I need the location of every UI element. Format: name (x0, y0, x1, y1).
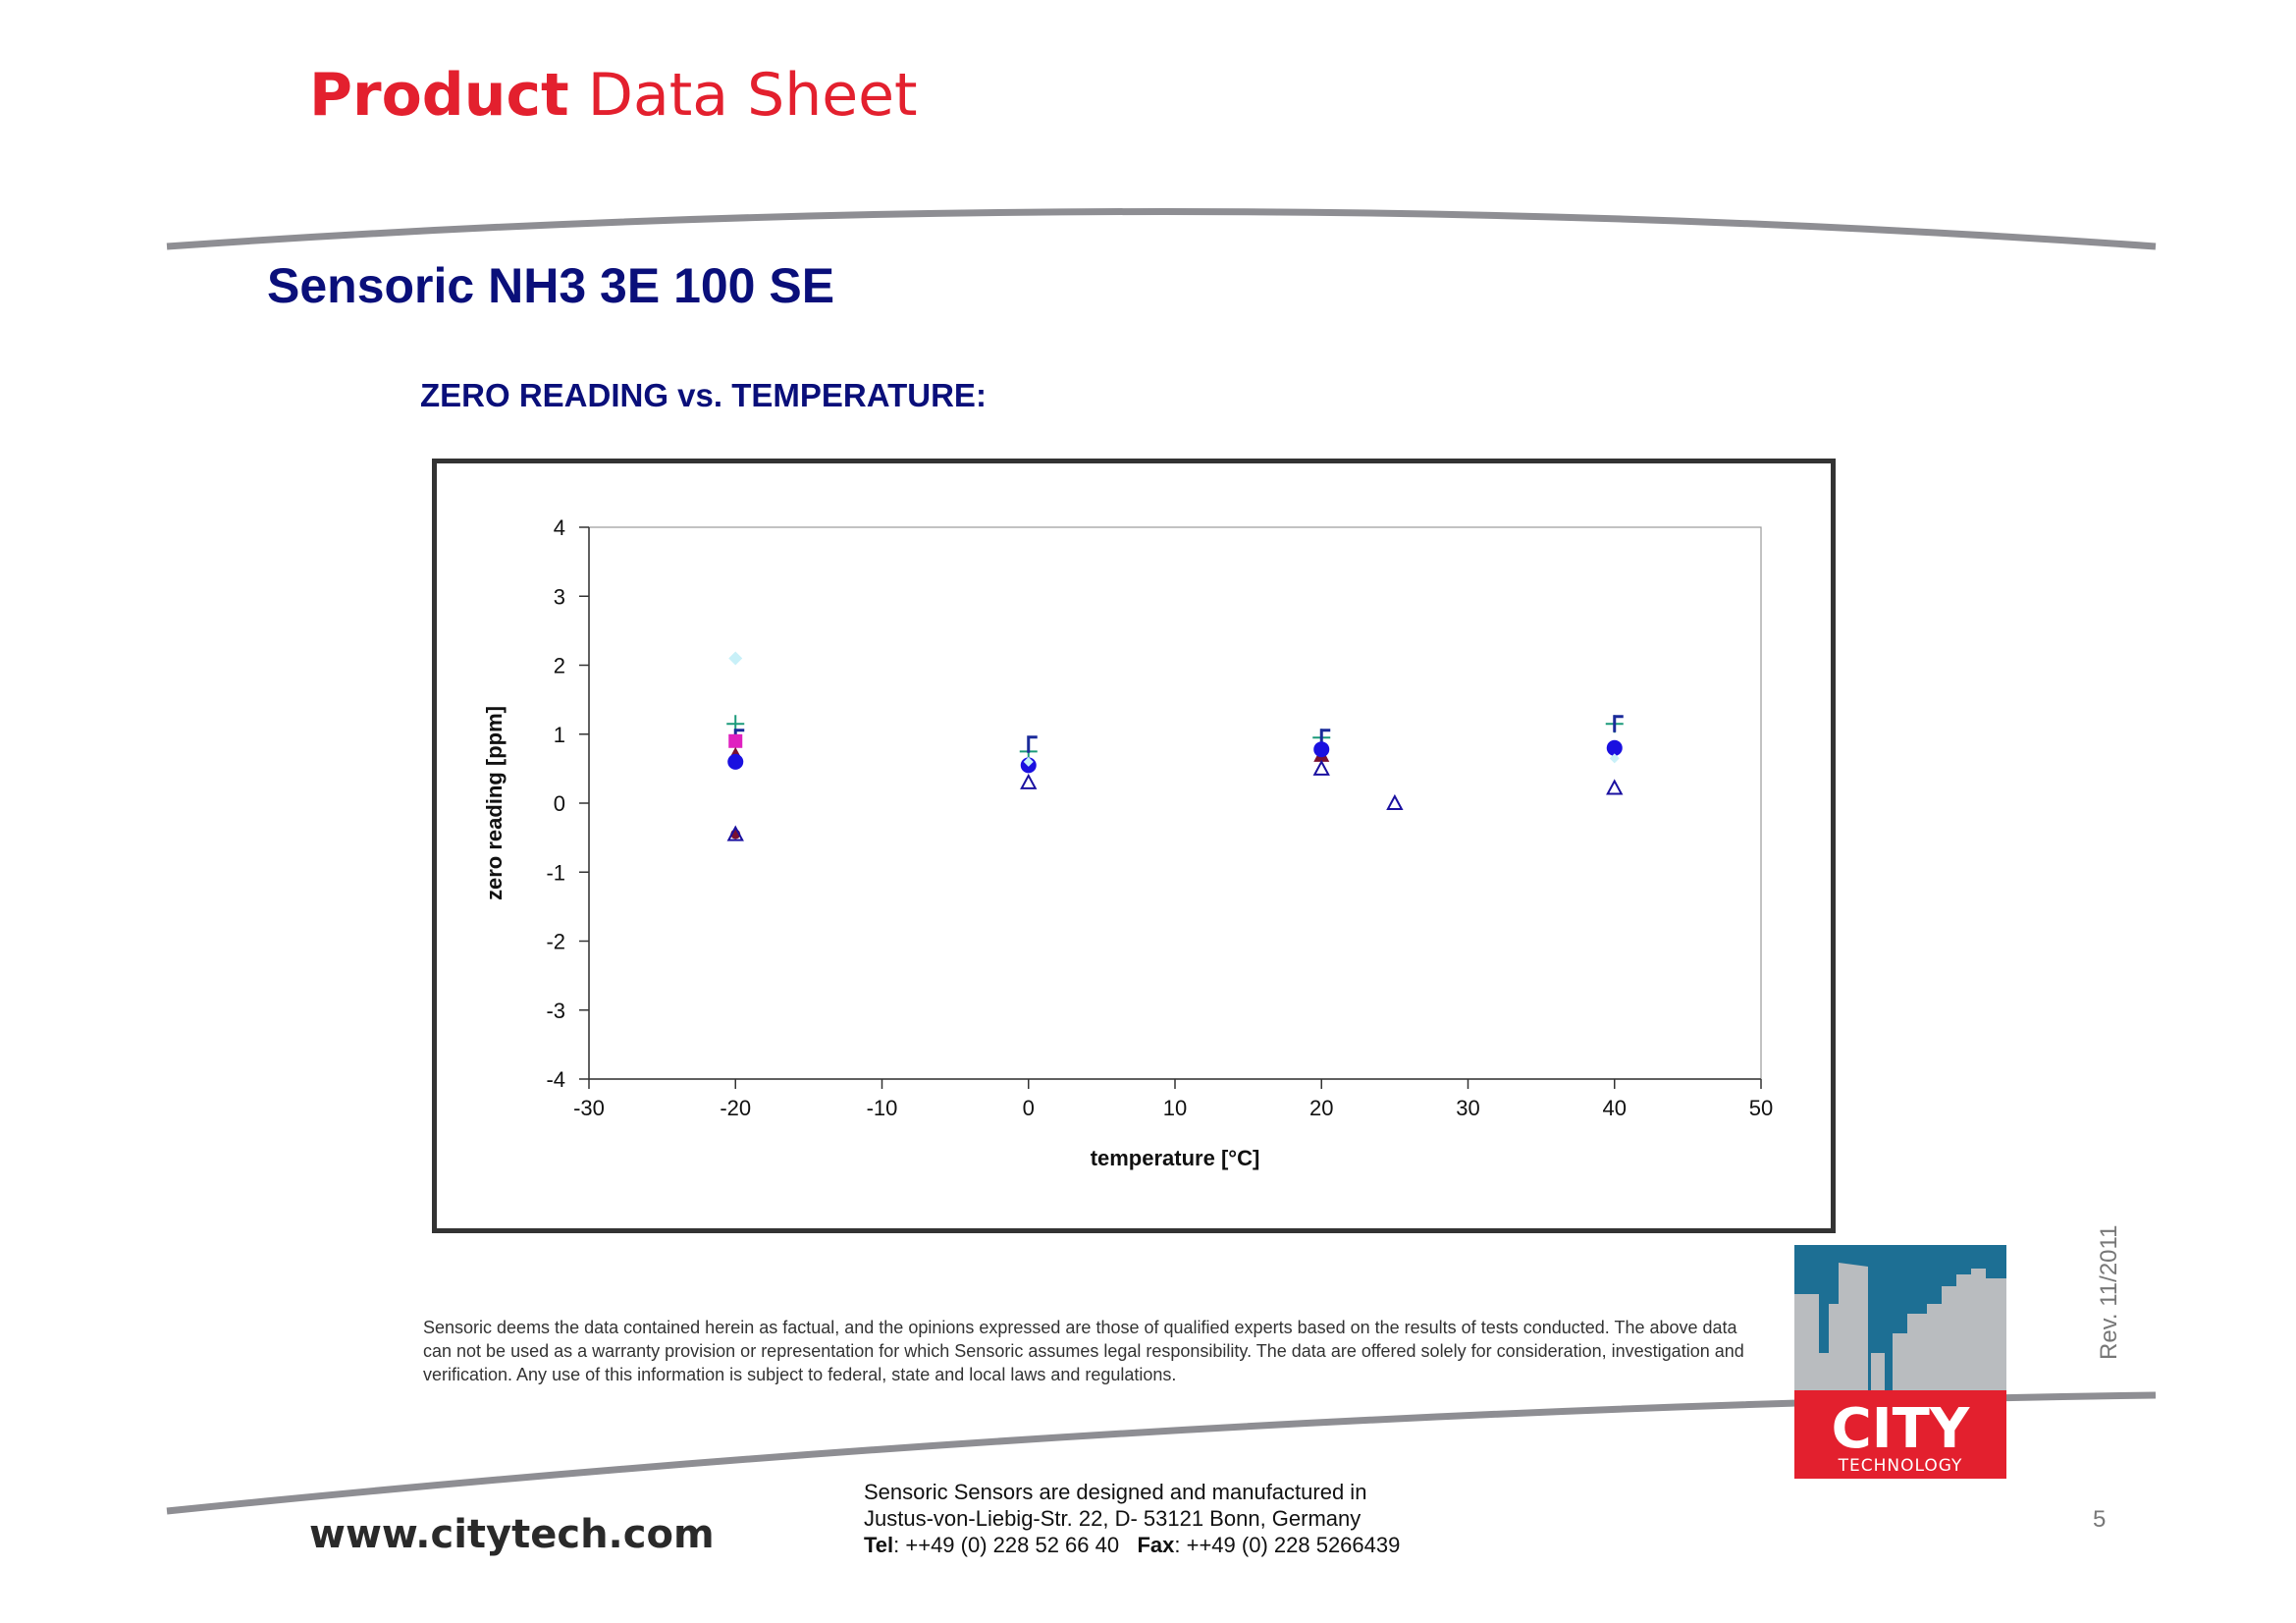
address-block: Sensoric Sensors are designed and manufa… (864, 1479, 1400, 1558)
header-title-bold: Product (309, 61, 569, 130)
x-tick-label: 50 (1749, 1096, 1773, 1120)
open-triangle-marker (1312, 759, 1330, 776)
x-tick-label: 20 (1309, 1096, 1333, 1120)
disclaimer-text: Sensoric deems the data contained herein… (423, 1318, 1744, 1384)
x-tick-label: -30 (573, 1096, 605, 1120)
plot-area (588, 526, 1762, 1080)
y-tick-label: 1 (554, 723, 565, 747)
y-axis-label: zero reading [ppm] (482, 706, 507, 900)
diamond-marker (728, 651, 743, 666)
open-triangle-marker (1020, 773, 1038, 789)
fax-label: Fax (1137, 1533, 1175, 1557)
header-title-rest: Data Sheet (587, 61, 918, 130)
flag-marker (1319, 729, 1331, 746)
x-tick-label: 40 (1603, 1096, 1627, 1120)
page-number: 5 (2093, 1506, 2107, 1533)
chart-frame (432, 459, 1836, 1233)
y-tick-label: -3 (546, 999, 565, 1023)
x-tick-label: 10 (1163, 1096, 1187, 1120)
revision-label: Rev. 11/2011 (2096, 1224, 2122, 1360)
flag-marker (1613, 715, 1624, 732)
x-tick-label: -20 (720, 1096, 751, 1120)
logo-red-band (1794, 1390, 2006, 1479)
header-title: Product Data Sheet (309, 61, 918, 130)
y-tick-label: 4 (554, 515, 565, 540)
circle-marker (1313, 741, 1330, 758)
tel-label: Tel (864, 1533, 894, 1557)
y-tick-label: -2 (546, 930, 565, 954)
logo-building-mid (1871, 1353, 1885, 1390)
circle-marker (727, 753, 744, 770)
square-marker (728, 733, 743, 748)
y-tick-label: -1 (546, 860, 565, 885)
fax-value: : ++49 (0) 228 5266439 (1174, 1533, 1401, 1557)
open-triangle-marker (726, 825, 744, 841)
flag-marker (1027, 735, 1038, 753)
website-url[interactable]: www.citytech.com (309, 1512, 715, 1557)
section-title: ZERO READING vs. TEMPERATURE: (420, 377, 987, 413)
city-technology-logo: CITY TECHNOLOGY (1794, 1245, 2006, 1479)
x-tick-label: 30 (1456, 1096, 1479, 1120)
diamond-marker (1609, 753, 1620, 764)
address-line-2: Justus-von-Liebig-Str. 22, D- 53121 Bonn… (864, 1506, 1362, 1531)
open-triangle-marker (1606, 779, 1624, 795)
y-tick-label: 0 (554, 791, 565, 816)
circle-marker (1606, 739, 1623, 756)
logo-subtext: TECHNOLOGY (1838, 1456, 1963, 1476)
logo-building-right (1893, 1269, 2006, 1390)
address-line-1: Sensoric Sensors are designed and manufa… (864, 1480, 1367, 1504)
tel-value: : ++49 (0) 228 52 66 40 (893, 1533, 1120, 1557)
y-tick-label: -4 (546, 1067, 565, 1092)
open-triangle-marker (1386, 793, 1404, 810)
logo-text: CITY (1832, 1397, 1971, 1461)
logo-building-left (1794, 1263, 1868, 1390)
x-tick-label: -10 (867, 1096, 898, 1120)
contact-line: Tel: ++49 (0) 228 52 66 40 Fax: ++49 (0)… (864, 1532, 1400, 1558)
y-tick-label: 2 (554, 654, 565, 678)
x-tick-label: 0 (1023, 1096, 1035, 1120)
y-tick-label: 3 (554, 584, 565, 609)
x-axis-label: temperature [°C] (1091, 1146, 1260, 1170)
product-title: Sensoric NH3 3E 100 SE (267, 258, 835, 313)
diamond-marker (1023, 756, 1034, 767)
